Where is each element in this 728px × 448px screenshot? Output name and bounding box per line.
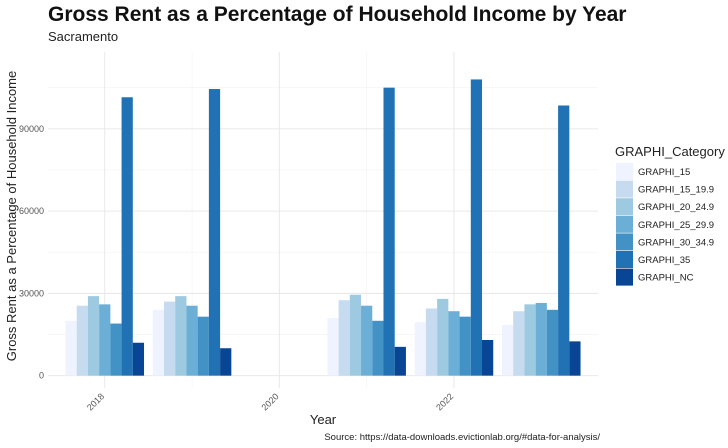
legend-key — [616, 233, 633, 251]
bar — [569, 341, 581, 376]
legend-label: GRAPHI_35 — [638, 255, 690, 266]
bar — [501, 324, 514, 376]
bar — [87, 296, 100, 376]
bar — [186, 305, 198, 376]
bar — [208, 89, 221, 376]
legend-label: GRAPHI_NC — [638, 273, 694, 284]
y-tick-label: 90000 — [19, 124, 44, 134]
legend-key — [616, 251, 633, 268]
bar — [349, 294, 362, 376]
legend-label: GRAPHI_30_34.9 — [638, 237, 714, 248]
x-tick-label: 2020 — [260, 391, 281, 412]
bar — [175, 296, 187, 376]
bar — [76, 305, 88, 376]
legend-key — [616, 198, 633, 216]
bar — [459, 316, 471, 376]
chart-subtitle: Sacramento — [48, 29, 119, 44]
bar — [65, 320, 77, 376]
bar — [220, 348, 232, 376]
plot-bars — [65, 79, 581, 376]
bar — [132, 342, 145, 376]
bar — [372, 320, 384, 376]
bar — [197, 316, 209, 376]
bar — [437, 298, 449, 376]
legend-label: GRAPHI_20_24.9 — [638, 202, 714, 213]
y-tick-label: 0 — [39, 371, 44, 381]
legend-label: GRAPHI_15 — [638, 167, 690, 178]
legend-label: GRAPHI_15_19.9 — [638, 185, 714, 196]
legend-label: GRAPHI_25_29.9 — [638, 220, 714, 231]
x-axis-title: Year — [310, 412, 337, 427]
bar — [327, 318, 339, 376]
bar — [414, 322, 426, 376]
y-axis-title: Gross Rent as a Percentage of Household … — [4, 71, 19, 362]
legend-key — [616, 268, 633, 286]
bar — [513, 311, 525, 376]
legend-key — [616, 215, 633, 233]
chart-title: Gross Rent as a Percentage of Household … — [48, 3, 627, 26]
bar — [425, 308, 438, 376]
bar — [448, 311, 460, 376]
legend: GRAPHI_Category GRAPHI_15 GRAPHI_15_19.9 G… — [615, 144, 725, 286]
bar — [152, 309, 164, 376]
x-tick-label: 2022 — [434, 391, 455, 412]
chart-caption: Source: https://data-downloads.evictionl… — [324, 432, 600, 443]
bar — [535, 302, 547, 376]
x-tick-label: 2018 — [85, 391, 106, 412]
bar — [121, 97, 133, 376]
bar — [546, 309, 559, 376]
y-tick-label: 60000 — [19, 206, 44, 216]
legend-title: GRAPHI_Category — [615, 144, 725, 159]
bar — [394, 346, 406, 376]
bar — [163, 301, 176, 376]
bar — [558, 105, 570, 376]
bar — [110, 323, 122, 376]
bar — [470, 79, 483, 376]
bar — [338, 300, 350, 376]
bar — [361, 305, 373, 376]
y-tick-label: 30000 — [19, 288, 44, 298]
legend-key — [616, 180, 633, 198]
bar — [482, 340, 494, 376]
bar — [524, 304, 536, 376]
bar — [383, 87, 395, 376]
bar — [99, 304, 111, 376]
legend-key — [616, 163, 633, 180]
